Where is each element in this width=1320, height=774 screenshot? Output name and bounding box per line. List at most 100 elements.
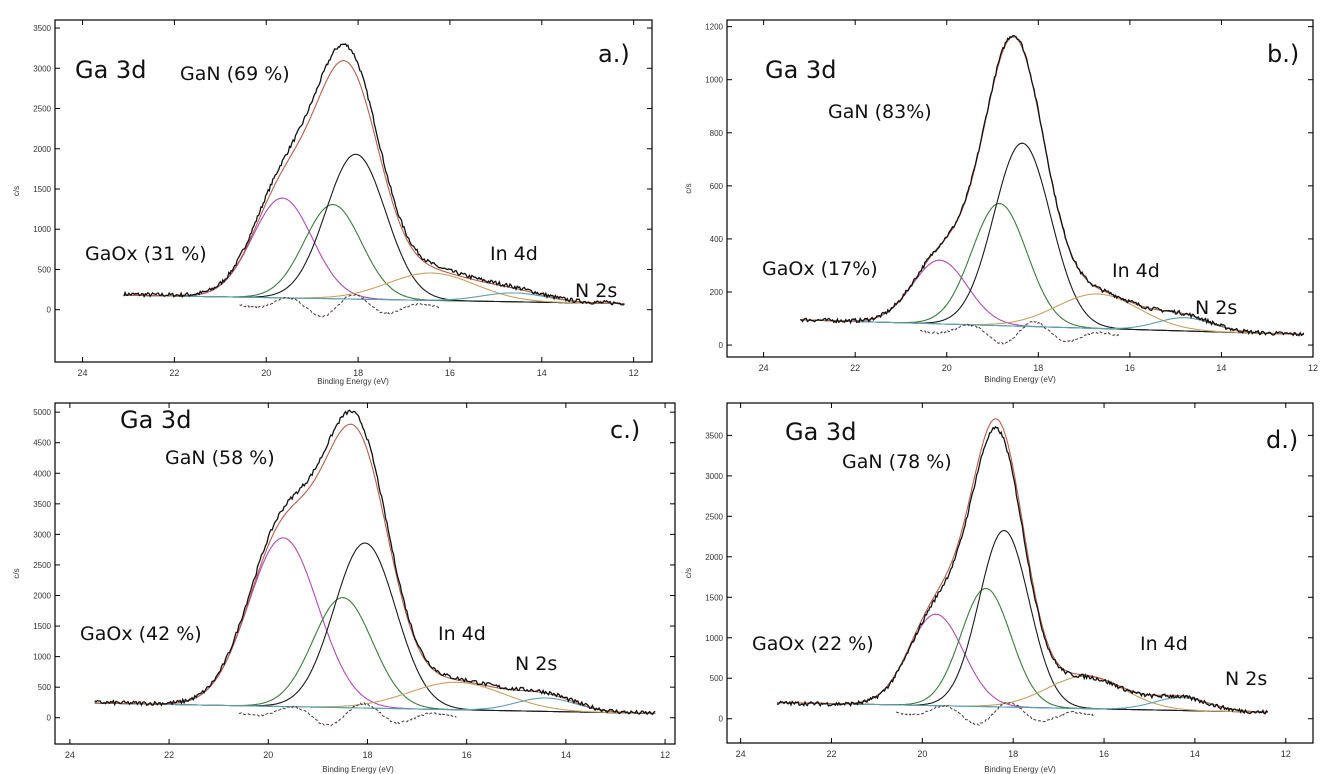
x-tick-label: 18 <box>362 750 372 760</box>
x-tick-label: 18 <box>1008 749 1018 759</box>
x-tick-label: 14 <box>1190 749 1200 759</box>
y-tick-label: 2000 <box>33 592 51 601</box>
y-tick-label: 3500 <box>33 500 51 509</box>
gan-peak-label: GaN (58 %) <box>165 447 275 469</box>
panel-label: a.) <box>598 40 630 68</box>
y-axis-title: c/s <box>12 568 21 578</box>
x-tick-label: 24 <box>759 363 769 373</box>
x-tick-label: 22 <box>850 363 860 373</box>
x-tick-label: 20 <box>917 749 927 759</box>
plot-frame <box>54 402 676 745</box>
x-axis-title: Binding Energy (eV) <box>984 765 1056 774</box>
n2s-component <box>777 697 1268 713</box>
core-level-label: Ga 3d <box>75 56 146 84</box>
x-tick-label: 18 <box>353 368 363 378</box>
plot-frame <box>726 19 1314 358</box>
y-axis-title: c/s <box>684 183 693 193</box>
y-tick-label: 1000 <box>705 634 723 643</box>
y-tick-label: 500 <box>38 265 52 274</box>
y-tick-label: 3000 <box>705 472 723 481</box>
x-tick-label: 20 <box>263 750 273 760</box>
x-tick-label: 16 <box>1125 363 1135 373</box>
y-tick-label: 3000 <box>33 530 51 539</box>
y-tick-label: 1000 <box>33 225 51 234</box>
y-tick-label: 1000 <box>705 76 723 85</box>
y-tick-label: 1500 <box>33 622 51 631</box>
y-tick-label: 200 <box>710 288 724 297</box>
y-tick-label: 1500 <box>33 185 51 194</box>
panel-label: d.) <box>1266 426 1298 454</box>
y-tick-label: 0 <box>47 714 52 723</box>
gan-peak-label: GaN (83%) <box>828 101 932 123</box>
y-tick-label: 3000 <box>33 64 51 73</box>
fit-envelope <box>123 60 625 305</box>
y-tick-label: 2500 <box>705 512 723 521</box>
x-tick-label: 16 <box>462 750 472 760</box>
in4d-label: In 4d <box>1140 633 1188 655</box>
x-tick-label: 22 <box>169 368 179 378</box>
x-tick-label: 12 <box>1281 749 1291 759</box>
y-tick-label: 4500 <box>33 439 51 448</box>
curves <box>800 34 1305 345</box>
x-tick-label: 12 <box>629 368 639 378</box>
x-tick-label: 16 <box>445 368 455 378</box>
y-tick-label: 0 <box>719 341 724 350</box>
x-tick-label: 22 <box>164 750 174 760</box>
y-tick-label: 2000 <box>33 145 51 154</box>
y-tick-label: 800 <box>710 129 724 138</box>
x-tick-label: 12 <box>660 750 670 760</box>
core-level-label: Ga 3d <box>785 418 856 446</box>
panel-label: b.) <box>1267 40 1299 68</box>
y-axis-title: c/s <box>684 568 693 578</box>
curves <box>94 409 656 727</box>
plot-frame <box>726 402 1314 744</box>
chart-panel-1: 24 22 20 18 16 14 12 0 500 1000 1500 2000 2500 3000 35… <box>12 19 653 386</box>
curves <box>123 42 625 318</box>
x-tick-label: 24 <box>736 749 746 759</box>
core-level-label: Ga 3d <box>765 56 836 84</box>
x-axis-title: Binding Energy (eV) <box>322 765 394 774</box>
gaox-peak-label: GaOx (22 %) <box>752 633 874 655</box>
y-tick-label: 5000 <box>33 408 51 417</box>
y-tick-label: 500 <box>710 674 724 683</box>
x-axis-title: Binding Energy (eV) <box>984 375 1056 384</box>
n2s-label: N 2s <box>1195 297 1237 319</box>
y-axis-title: c/s <box>12 186 21 196</box>
chart-panel-3: 24 22 20 18 16 14 12 0 500 1000 1500 2000 2500 3000 35… <box>12 402 676 774</box>
gaox-peak-label: GaOx (31 %) <box>85 243 207 265</box>
x-tick-label: 24 <box>78 368 88 378</box>
x-axis-title: Binding Energy (eV) <box>317 377 389 386</box>
y-tick-label: 3500 <box>33 24 51 33</box>
chart-panel-4: 24 22 20 18 16 14 12 0 500 1000 1500 2000 2500 3000 35… <box>684 402 1314 774</box>
in4d-label: In 4d <box>438 623 486 645</box>
chart-panel-2: 24 22 20 18 16 14 12 0 200 400 600 800 1000 1200 Bindi… <box>684 19 1318 384</box>
n2s-component <box>123 292 625 305</box>
n2s-label: N 2s <box>575 280 617 302</box>
residual-curve <box>920 320 1121 345</box>
y-tick-label: 400 <box>710 235 724 244</box>
n2s-label: N 2s <box>515 653 557 675</box>
core-level-label: Ga 3d <box>120 406 191 434</box>
in4d-label: In 4d <box>1112 260 1160 282</box>
residual-curve <box>895 701 1096 726</box>
y-tick-label: 500 <box>38 683 52 692</box>
n2s-label: N 2s <box>1225 668 1267 690</box>
y-tick-label: 1000 <box>33 653 51 662</box>
y-tick-label: 3500 <box>705 431 723 440</box>
x-tick-label: 14 <box>561 750 571 760</box>
x-tick-label: 14 <box>1216 363 1226 373</box>
gaox-peak-label: GaOx (42 %) <box>80 623 202 645</box>
x-tick-label: 18 <box>1033 363 1043 373</box>
y-tick-label: 600 <box>710 182 724 191</box>
panel-label: c.) <box>610 416 640 444</box>
x-tick-label: 24 <box>65 750 75 760</box>
residual-curve <box>239 294 440 318</box>
experimental-curve <box>776 425 1269 715</box>
gan-peak-label: GaN (69 %) <box>180 63 290 85</box>
plot-frame <box>54 19 653 363</box>
x-tick-label: 14 <box>537 368 547 378</box>
experimental-curve <box>123 42 625 306</box>
gan-peak-label: GaN (78 %) <box>842 451 952 473</box>
x-tick-label: 22 <box>826 749 836 759</box>
